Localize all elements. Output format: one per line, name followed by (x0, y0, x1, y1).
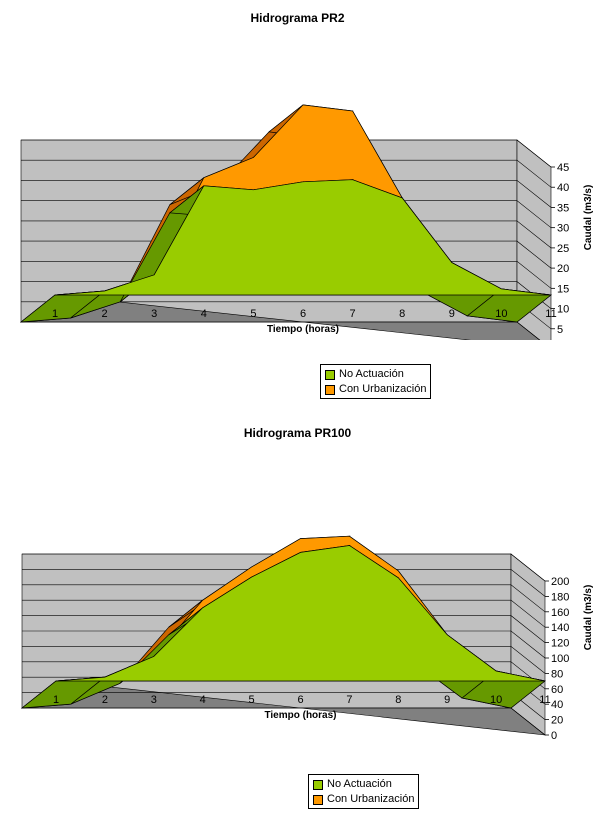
y-tick-label: 60 (551, 684, 563, 696)
legend-item-con-urbanizacion: Con Urbanización (325, 382, 426, 397)
x-tick-label: 5 (249, 694, 255, 706)
series-area (54, 179, 552, 296)
x-tick-label: 8 (399, 308, 405, 320)
chart-pr100: Hidrograma PR100 0 20 40 60 80 100 120 140 160 18… (0, 418, 595, 821)
y-tick-label: 180 (551, 591, 569, 603)
x-tick-label: 1 (52, 308, 58, 320)
chart-plot-pr2: 0510152025303540451234567891011Tiempo (h… (19, 104, 594, 340)
chart-plot-pr100: 0 20 40 60 80 100 120 140 160 180 200 1 2 3 4 5 6 7 8 9 10 11… (20, 535, 594, 742)
legend-swatch (325, 369, 335, 380)
x-tick-label: 11 (545, 308, 556, 320)
x-tick-label: 2 (102, 694, 108, 706)
gridline (21, 180, 552, 208)
x-tick-label: 4 (201, 308, 207, 320)
legend-swatch (313, 794, 323, 805)
x-tick-label: 9 (444, 694, 450, 706)
y-tick-label: 15 (557, 283, 569, 295)
x-tick-label: 7 (346, 694, 352, 706)
x-tick-label: 7 (350, 308, 356, 320)
x-tick-label: 3 (151, 308, 157, 320)
gridline (22, 553, 546, 582)
x-tick-label: 8 (395, 694, 401, 706)
x-tick-label: 10 (495, 308, 507, 320)
x-tick-label: 4 (200, 694, 206, 706)
x-tick-label: 2 (102, 308, 108, 320)
chart-pr2: Hidrograma PR2 0510152025303540451234567… (0, 0, 595, 410)
x-axis-label: Tiempo (horas) (267, 324, 339, 335)
x-tick-label: 9 (449, 308, 455, 320)
y-tick-label: 25 (557, 243, 569, 255)
y-tick-label: 40 (557, 182, 569, 194)
y-tick-label: 45 (557, 162, 569, 174)
x-tick-label: 5 (250, 308, 256, 320)
legend-item-no-actuacion: No Actuación (313, 777, 414, 792)
x-tick-label: 6 (297, 694, 303, 706)
x-tick-label: 1 (53, 694, 59, 706)
chart-title: Hidrograma PR2 (250, 11, 345, 25)
legend-label: Con Urbanización (339, 383, 427, 395)
legend-label: No Actuación (339, 368, 404, 380)
gridline (21, 159, 552, 188)
gridline (22, 584, 546, 613)
x-tick-label: 6 (300, 308, 306, 320)
y-tick-label: 20 (557, 263, 569, 275)
legend-label: No Actuación (327, 778, 392, 790)
x-tick-label: 11 (539, 694, 550, 706)
y-tick-label: 200 (551, 576, 569, 588)
y-tick-label: 10 (557, 304, 569, 316)
legend-item-con-urbanizacion: Con Urbanización (313, 792, 414, 807)
legend-item-no-actuacion: No Actuación (325, 367, 426, 382)
legend-swatch (313, 779, 323, 790)
y-tick-label: 5 (557, 324, 563, 336)
y-tick-label: 100 (551, 653, 569, 665)
x-tick-label: 3 (151, 694, 157, 706)
y-tick-label: 35 (557, 202, 569, 214)
legend-label: Con Urbanización (327, 793, 415, 805)
gridline (22, 599, 546, 628)
y-tick-label: 160 (551, 607, 569, 619)
x-axis-label: Tiempo (horas) (264, 710, 336, 721)
y-tick-label: 0 (551, 730, 557, 742)
y-tick-label: 80 (551, 668, 563, 680)
y-axis-label: Caudal (m3/s) (583, 585, 594, 651)
y-tick-label: 20 (551, 715, 563, 727)
y-tick-label: 30 (557, 223, 569, 235)
legend-swatch (325, 384, 335, 395)
series-area (55, 545, 546, 682)
y-axis-label: Caudal (m3/s) (583, 185, 594, 251)
legend: No Actuación Con Urbanización (320, 364, 432, 399)
gridline (21, 139, 552, 168)
y-tick-label: 120 (551, 638, 569, 650)
y-tick-label: 140 (551, 622, 569, 634)
gridline (22, 569, 546, 597)
chart-title: Hidrograma PR100 (243, 426, 352, 440)
legend: No Actuación Con Urbanización (308, 774, 420, 809)
x-tick-label: 10 (490, 694, 502, 706)
y-tick-label: 40 (551, 699, 563, 711)
